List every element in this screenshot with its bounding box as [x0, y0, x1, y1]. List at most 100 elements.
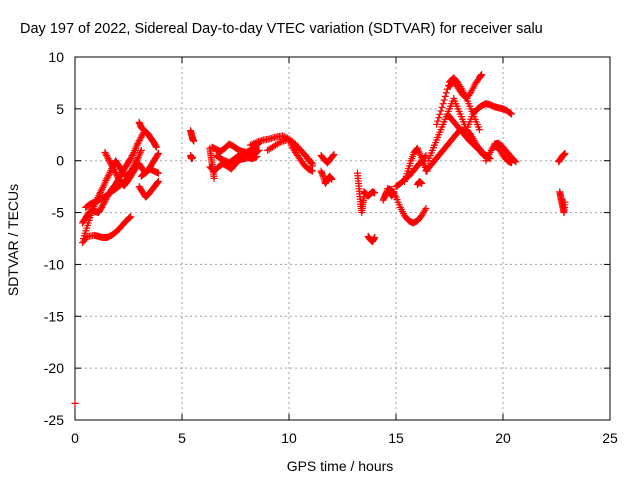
data-point: [127, 153, 135, 161]
data-point: [134, 140, 142, 148]
data-point: [251, 139, 259, 147]
data-point: [137, 146, 145, 154]
data-point: [434, 117, 442, 125]
data-point: [506, 109, 514, 117]
data-point: [133, 141, 141, 149]
data-point: [137, 133, 145, 141]
data-point: [250, 140, 258, 148]
series-arc-03: [78, 129, 147, 227]
series-arc-06: [135, 118, 160, 151]
data-point: [190, 137, 198, 145]
y-axis-tick-labels: 10 5 0 -5 -10 -15 -20 -25: [44, 49, 64, 428]
data-point: [309, 167, 317, 175]
data-point: [99, 200, 107, 208]
y-tick-label: 0: [56, 153, 64, 169]
data-point: [275, 139, 283, 147]
data-point: [255, 146, 263, 154]
data-point: [466, 90, 474, 98]
series-arc-36: [413, 177, 426, 189]
data-point: [128, 152, 136, 160]
data-point: [435, 114, 443, 122]
data-point: [108, 162, 116, 170]
data-point: [102, 176, 110, 184]
data-point: [294, 144, 302, 152]
series-arc-33: [460, 100, 516, 139]
series-arc-11: [187, 152, 197, 163]
y-tick-label: -20: [44, 360, 64, 376]
data-point: [98, 185, 106, 193]
series-arc-07: [135, 177, 162, 201]
data-point: [102, 150, 110, 158]
data-point: [286, 138, 294, 146]
data-point: [98, 203, 106, 211]
data-point: [475, 126, 483, 134]
data-point: [561, 149, 569, 157]
y-tick-label: -15: [44, 308, 64, 324]
series-arc-38: [556, 188, 569, 217]
data-point: [97, 187, 105, 195]
data-point: [210, 174, 218, 182]
chart-title: Day 197 of 2022, Sidereal Day-to-day VTE…: [20, 21, 543, 37]
data-point: [135, 138, 143, 146]
data-point: [371, 233, 379, 241]
data-point: [104, 173, 112, 181]
x-tick-label: 10: [281, 430, 297, 446]
series-arc-10: [187, 127, 198, 145]
series-arc-13: [206, 144, 218, 182]
data-point: [104, 172, 112, 180]
data-point: [189, 154, 197, 162]
data-point: [127, 155, 135, 163]
data-point: [107, 159, 115, 167]
x-tick-label: 5: [178, 430, 186, 446]
grid: [75, 57, 610, 420]
data-point: [101, 148, 109, 156]
data-point: [441, 92, 449, 100]
data-point: [99, 202, 107, 210]
data-point: [254, 147, 262, 155]
data-point: [439, 100, 447, 108]
data-point: [129, 150, 137, 158]
data-point: [104, 155, 112, 163]
data-point: [508, 110, 516, 118]
data-point: [71, 399, 79, 407]
data-point: [438, 103, 446, 111]
data-point: [109, 164, 117, 172]
data-point: [111, 167, 119, 175]
series-arc-18: [287, 141, 317, 175]
series-arc-09: [137, 165, 162, 180]
data-point: [136, 135, 144, 143]
data-point: [133, 155, 141, 163]
data-point: [442, 89, 450, 97]
data-point: [111, 169, 119, 177]
data-point: [371, 189, 379, 197]
y-tick-label: -5: [52, 205, 65, 221]
data-point: [154, 177, 162, 185]
data-point: [329, 152, 337, 160]
data-point: [103, 152, 111, 160]
series-arc-19: [317, 150, 338, 167]
data-point: [154, 178, 162, 186]
data-points: [71, 71, 569, 407]
data-point: [103, 153, 111, 161]
series-arc-15: [208, 139, 263, 156]
x-tick-label: 20: [495, 430, 511, 446]
data-point: [154, 169, 162, 177]
series-arc-37: [555, 149, 569, 166]
data-point: [433, 120, 441, 128]
data-point: [110, 166, 118, 174]
plot-frame: [74, 56, 611, 421]
x-axis-tick-labels: 0 5 10 15 20 25: [71, 430, 618, 446]
series-arc-21: [353, 169, 368, 217]
data-point: [138, 132, 146, 140]
axis-ticks: [74, 56, 611, 421]
data-point: [105, 156, 113, 164]
data-point: [508, 159, 516, 167]
data-point: [440, 96, 448, 104]
series-arc-35: [490, 142, 516, 167]
data-point: [106, 158, 114, 166]
data-point: [103, 175, 111, 183]
data-point: [96, 188, 104, 196]
data-point: [437, 107, 445, 115]
y-axis-label: SDTVAR / TECUs: [5, 184, 21, 296]
